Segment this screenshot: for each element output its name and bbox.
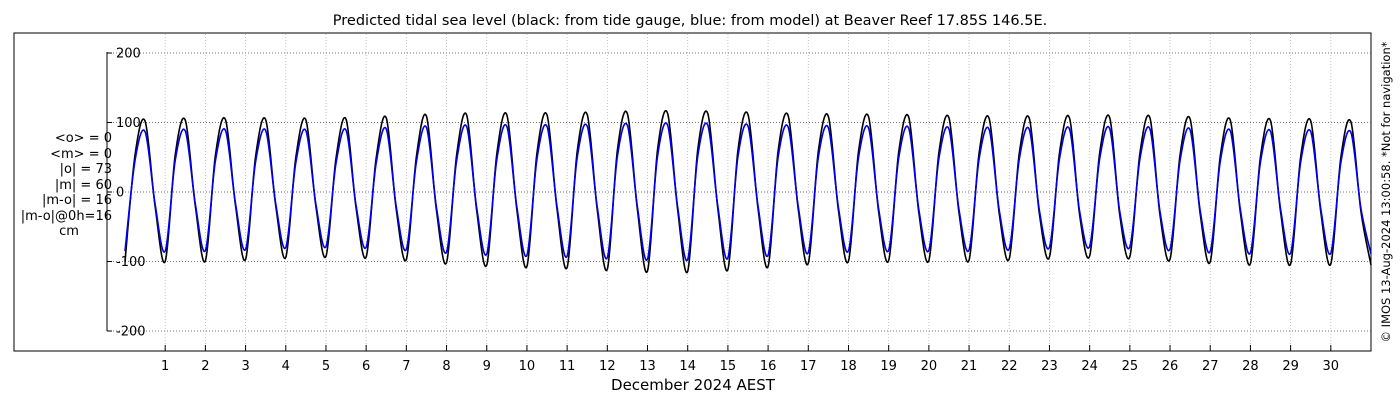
y-tick-label: 100: [116, 116, 141, 131]
x-tick-label: 19: [880, 359, 897, 374]
x-tick-label: 18: [840, 359, 857, 374]
x-tick-label: 1: [161, 359, 169, 374]
x-tick-label: 9: [483, 359, 491, 374]
x-tick-label: 22: [1001, 359, 1018, 374]
chart-title: Predicted tidal sea level (black: from t…: [333, 13, 1047, 29]
x-tick-label: 29: [1282, 359, 1299, 374]
x-tick-label: 14: [679, 359, 696, 374]
stats-panel: <o> = 0 <m> = 0 |o| = 73 |m| = 60 |m-o| …: [8, 131, 112, 240]
x-tick-label: 25: [1122, 359, 1139, 374]
y-tick-label: 0: [116, 186, 124, 201]
x-tick-label: 16: [760, 359, 777, 374]
x-tick-label: 13: [639, 359, 656, 374]
y-axis: -200 -100 0 100 200: [106, 47, 146, 340]
stat-mean-model: <m> = 0: [50, 146, 112, 162]
stat-abs-diff-0h: |m-o|@0h=16: [20, 208, 112, 224]
stat-abs-diff: |m-o| = 16: [41, 193, 112, 208]
x-tick-label: 20: [921, 359, 938, 374]
x-tick-label: 27: [1202, 359, 1219, 374]
x-axis-label: December 2024 AEST: [611, 376, 776, 394]
x-tick-label: 6: [362, 359, 370, 374]
series-layer: [124, 110, 1372, 274]
x-tick-label: 17: [800, 359, 817, 374]
x-tick-label: 4: [282, 359, 290, 374]
y-tick-label: -100: [116, 255, 146, 270]
copyright-note: © IMOS 13-Aug-2024 13:00:58. *Not for na…: [1379, 41, 1393, 342]
x-tick-label: 12: [599, 359, 616, 374]
stat-abs-observed: |o| = 73: [59, 162, 112, 177]
stat-abs-model: |m| = 60: [54, 177, 112, 193]
stat-mean-observed: <o> = 0: [54, 131, 112, 146]
stat-unit: cm: [59, 224, 79, 239]
x-tick-label: 26: [1162, 359, 1179, 374]
x-tick-label: 15: [720, 359, 737, 374]
x-tick-label: 28: [1242, 359, 1259, 374]
x-tick-label: 3: [241, 359, 249, 374]
x-tick-label: 30: [1323, 359, 1340, 374]
x-tick-label: 24: [1081, 359, 1098, 374]
series-model-line: [124, 122, 1372, 262]
y-tick-label: 200: [116, 47, 141, 62]
y-tick-label: -200: [116, 325, 146, 340]
grid: [107, 34, 1371, 350]
x-tick-label: 21: [961, 359, 978, 374]
x-tick-label: 2: [201, 359, 209, 374]
x-tick-label: 10: [519, 359, 536, 374]
x-tick-label: 5: [322, 359, 330, 374]
x-tick-label: 23: [1041, 359, 1058, 374]
x-axis: 1 2 3 4 5 6 7 8 9 10 11 12 13 14 15 16 17 18 19 20 21 22 23 24 2…: [161, 345, 1339, 374]
x-tick-label: 7: [402, 359, 410, 374]
x-tick-label: 11: [559, 359, 576, 374]
x-tick-label: 8: [442, 359, 450, 374]
